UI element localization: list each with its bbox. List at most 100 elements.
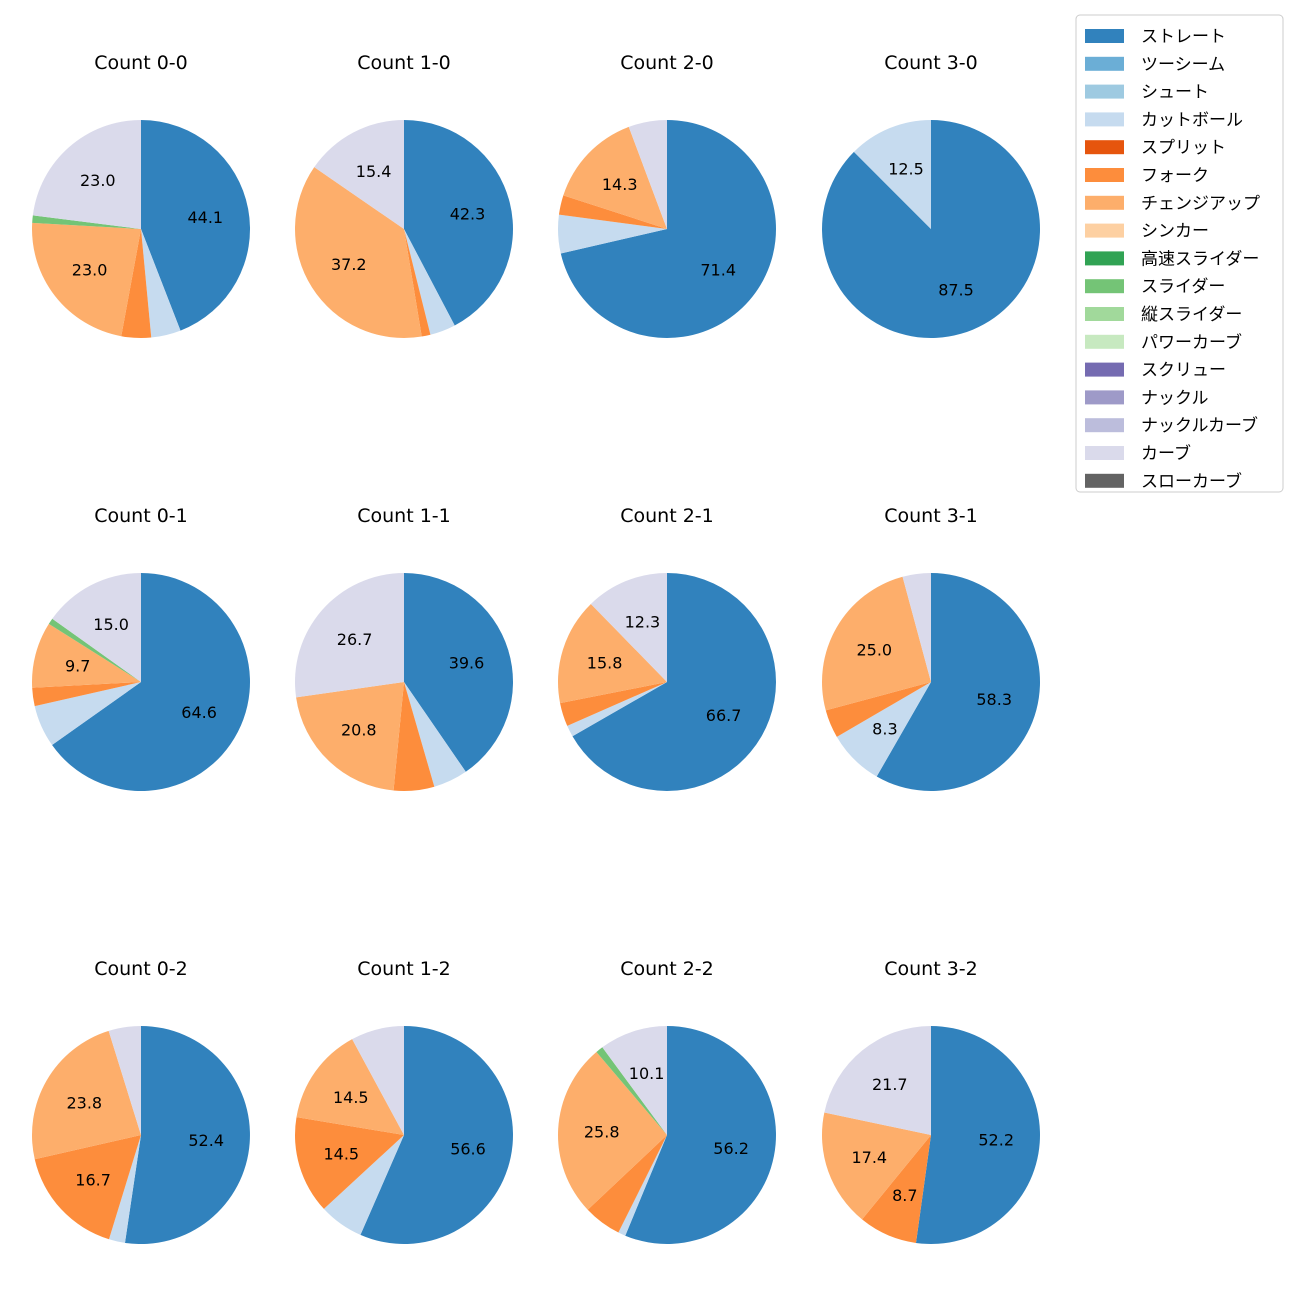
legend-item: ナックルカーブ: [1085, 415, 1258, 436]
pie-1: Count 0-0 44.1 23.0 23.0: [31, 52, 251, 339]
legend-label: シュート: [1141, 83, 1209, 103]
legend-item: カットボール: [1085, 110, 1243, 130]
pie-slice: [876, 573, 1041, 791]
slice-label: 23.0: [80, 171, 116, 190]
pie-slice: [821, 576, 931, 711]
slice-label: 20.8: [341, 720, 377, 739]
slice-label: 56.6: [450, 1139, 486, 1158]
legend-item: フォーク: [1085, 166, 1209, 186]
slice-label: 8.3: [872, 719, 897, 738]
slice-label: 8.7: [892, 1186, 917, 1205]
legend-label: 縦スライダー: [1141, 305, 1242, 325]
pie-title: Count 2-0: [620, 52, 714, 74]
pie-slice: [31, 1030, 142, 1160]
slice-label: 21.7: [872, 1075, 908, 1094]
pie-slice: [121, 229, 152, 339]
pie-slice: [404, 682, 466, 787]
pie-title: Count 0-1: [94, 505, 188, 527]
legend-label: スクリュー: [1141, 361, 1226, 381]
pie-slice: [34, 1135, 142, 1240]
legend-label: チェンジアップ: [1141, 194, 1260, 214]
pie-4: Count 3-0 87.5 12.5: [822, 52, 1041, 338]
pie-slice: [821, 1112, 931, 1220]
legend-item: シンカー: [1085, 222, 1209, 242]
pie-slice: [557, 1051, 667, 1210]
pie-slice: [296, 682, 404, 791]
legend-item: ストレート: [1085, 27, 1226, 47]
pie-9: Count 0-2 52.4 16.7 23.8: [31, 958, 250, 1244]
pie-12: Count 3-2 52.2 8.7 17.4 21.7: [821, 958, 1041, 1244]
legend-item: 高速スライダー: [1085, 249, 1259, 269]
pie-slice: [563, 126, 667, 229]
legend-swatch: [1085, 418, 1124, 433]
pie-6: Count 1-1 39.6 20.8 26.7: [294, 505, 514, 792]
pie-slice: [822, 120, 1041, 338]
legend-swatch: [1085, 446, 1124, 460]
legend-swatch: [1085, 168, 1124, 182]
pie-slice: [393, 682, 435, 792]
pie-3: Count 2-0 71.4 14.3: [558, 52, 777, 338]
pie-5: Count 0-1 64.6 9.7 15.0: [32, 505, 250, 791]
pie-title: Count 3-2: [884, 958, 978, 980]
pie-slice: [572, 573, 777, 791]
pie-slice: [404, 120, 513, 326]
pie-title: Count 1-1: [357, 505, 451, 527]
legend-swatch: [1085, 279, 1124, 294]
legend-item: スライダー: [1085, 277, 1225, 297]
pie-slice: [323, 1135, 404, 1235]
slice-label: 25.8: [584, 1122, 620, 1141]
pie-title: Count 2-2: [620, 958, 714, 980]
pie-slice: [824, 1026, 931, 1135]
legend-item: チェンジアップ: [1085, 194, 1260, 214]
slice-label: 44.1: [187, 208, 223, 227]
pie-slice: [295, 1117, 404, 1209]
legend-label: 高速スライダー: [1141, 249, 1259, 269]
pie-title: Count 1-0: [357, 52, 451, 74]
legend-swatch: [1085, 307, 1124, 321]
slice-label: 71.4: [700, 261, 736, 280]
legend-swatch: [1085, 390, 1124, 405]
pie-slice: [404, 573, 514, 772]
legend-label: カーブ: [1141, 443, 1191, 464]
pie-slice: [596, 1047, 667, 1135]
pie-slice: [853, 120, 931, 229]
pie-slice: [296, 1039, 404, 1135]
legend-label: ストレート: [1141, 27, 1226, 47]
legend-swatch: [1085, 84, 1124, 99]
pie-2: Count 1-0 42.3 37.2 15.4: [294, 52, 513, 339]
pie-slice: [404, 229, 431, 337]
legend-swatch: [1085, 251, 1124, 266]
slice-label: 64.6: [181, 703, 217, 722]
pie-slice: [52, 573, 250, 791]
pie-7: Count 2-1 66.7 15.8 12.3: [557, 505, 777, 791]
legend-label: ナックルカーブ: [1141, 415, 1258, 436]
pie-slice: [32, 215, 141, 229]
pie-slice: [560, 682, 667, 726]
pie-slice: [294, 167, 422, 339]
pie-slice: [352, 1026, 404, 1135]
slice-label: 12.5: [888, 160, 924, 179]
pie-slice: [590, 573, 667, 682]
pie-slice: [108, 1026, 141, 1135]
legend-item: スプリット: [1085, 138, 1226, 158]
legend-swatch: [1085, 195, 1124, 210]
pie-slice: [560, 120, 777, 338]
pie-slice: [32, 623, 141, 688]
pie-slice: [34, 682, 141, 746]
slice-label: 14.5: [323, 1145, 359, 1164]
legend-item: シュート: [1085, 83, 1209, 103]
pie-slice: [557, 603, 667, 704]
pie-slice: [628, 120, 667, 229]
slice-label: 58.3: [976, 690, 1012, 709]
legend-swatch: [1085, 223, 1124, 238]
pie-slice: [558, 214, 667, 254]
legend-label: スライダー: [1141, 277, 1225, 297]
pie-slice: [567, 682, 667, 737]
pie-slice: [836, 682, 931, 777]
pie-slice: [915, 1026, 1041, 1244]
legend-item: ツーシーム: [1085, 55, 1225, 75]
pie-11: Count 2-2 56.2 25.8 10.1: [557, 958, 776, 1244]
slice-label: 52.4: [188, 1131, 224, 1150]
legend-swatch: [1085, 334, 1124, 349]
